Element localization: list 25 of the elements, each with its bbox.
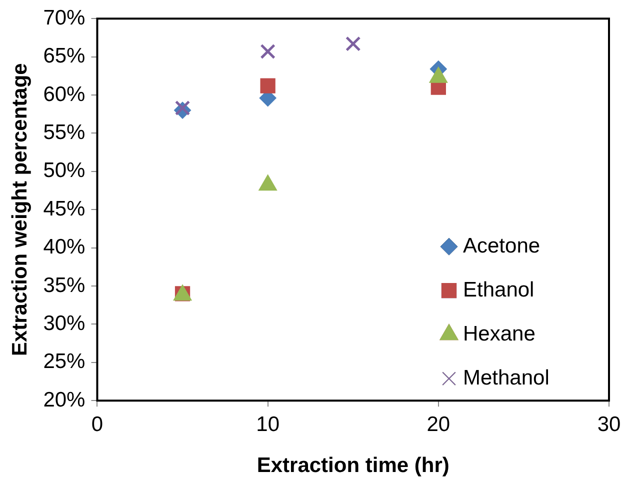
- point: [260, 44, 276, 60]
- point: [174, 100, 190, 116]
- x-axis-title: Extraction time (hr): [256, 454, 450, 478]
- y-tick-label: 55%: [43, 120, 86, 144]
- y-tick-label: 40%: [43, 236, 86, 259]
- point: [260, 78, 276, 94]
- legend-label: Acetone: [463, 234, 540, 258]
- y-tick-label: 35%: [43, 274, 86, 297]
- y-axis-title: Extraction weight percentage: [8, 63, 32, 356]
- x-tick-label: 0: [91, 412, 104, 436]
- legend-label: Ethanol: [463, 278, 534, 302]
- x-tick-label: 20: [426, 412, 450, 436]
- y-tick-label: 70%: [43, 6, 86, 30]
- y-tick-label: 30%: [43, 312, 86, 335]
- y-tick-label: 20%: [43, 388, 86, 412]
- y-tick-label: 50%: [43, 159, 86, 182]
- legend-label: Methanol: [463, 366, 550, 390]
- x-tick-label: 30: [597, 412, 621, 436]
- legend-label: Hexane: [463, 322, 536, 346]
- y-tick-label: 45%: [43, 197, 86, 220]
- point: [346, 36, 361, 52]
- y-tick-label: 65%: [43, 44, 86, 68]
- x-tick-label: 10: [256, 412, 280, 436]
- y-tick-label: 25%: [43, 350, 86, 374]
- y-tick-label: 60%: [43, 82, 86, 106]
